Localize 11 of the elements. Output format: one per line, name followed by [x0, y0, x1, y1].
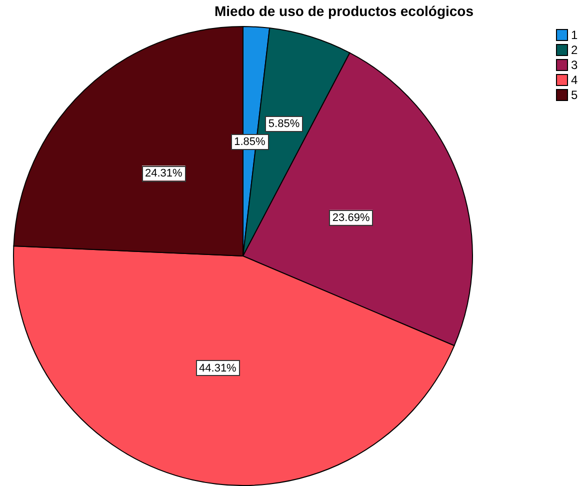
data-label: 1.85%	[234, 136, 266, 148]
legend-label: 5	[571, 88, 578, 102]
chart-title: Miedo de uso de productos ecológicos	[213, 3, 475, 19]
data-label: 44.31%	[199, 362, 237, 374]
legend-label: 1	[571, 28, 578, 42]
legend-label: 3	[571, 58, 578, 72]
data-label: 24.31%	[144, 168, 183, 180]
data-label: 5.85%	[268, 118, 300, 130]
data-label: 23.69%	[332, 212, 370, 224]
legend-label: 2	[571, 42, 578, 56]
legend-label: 4	[571, 72, 578, 86]
